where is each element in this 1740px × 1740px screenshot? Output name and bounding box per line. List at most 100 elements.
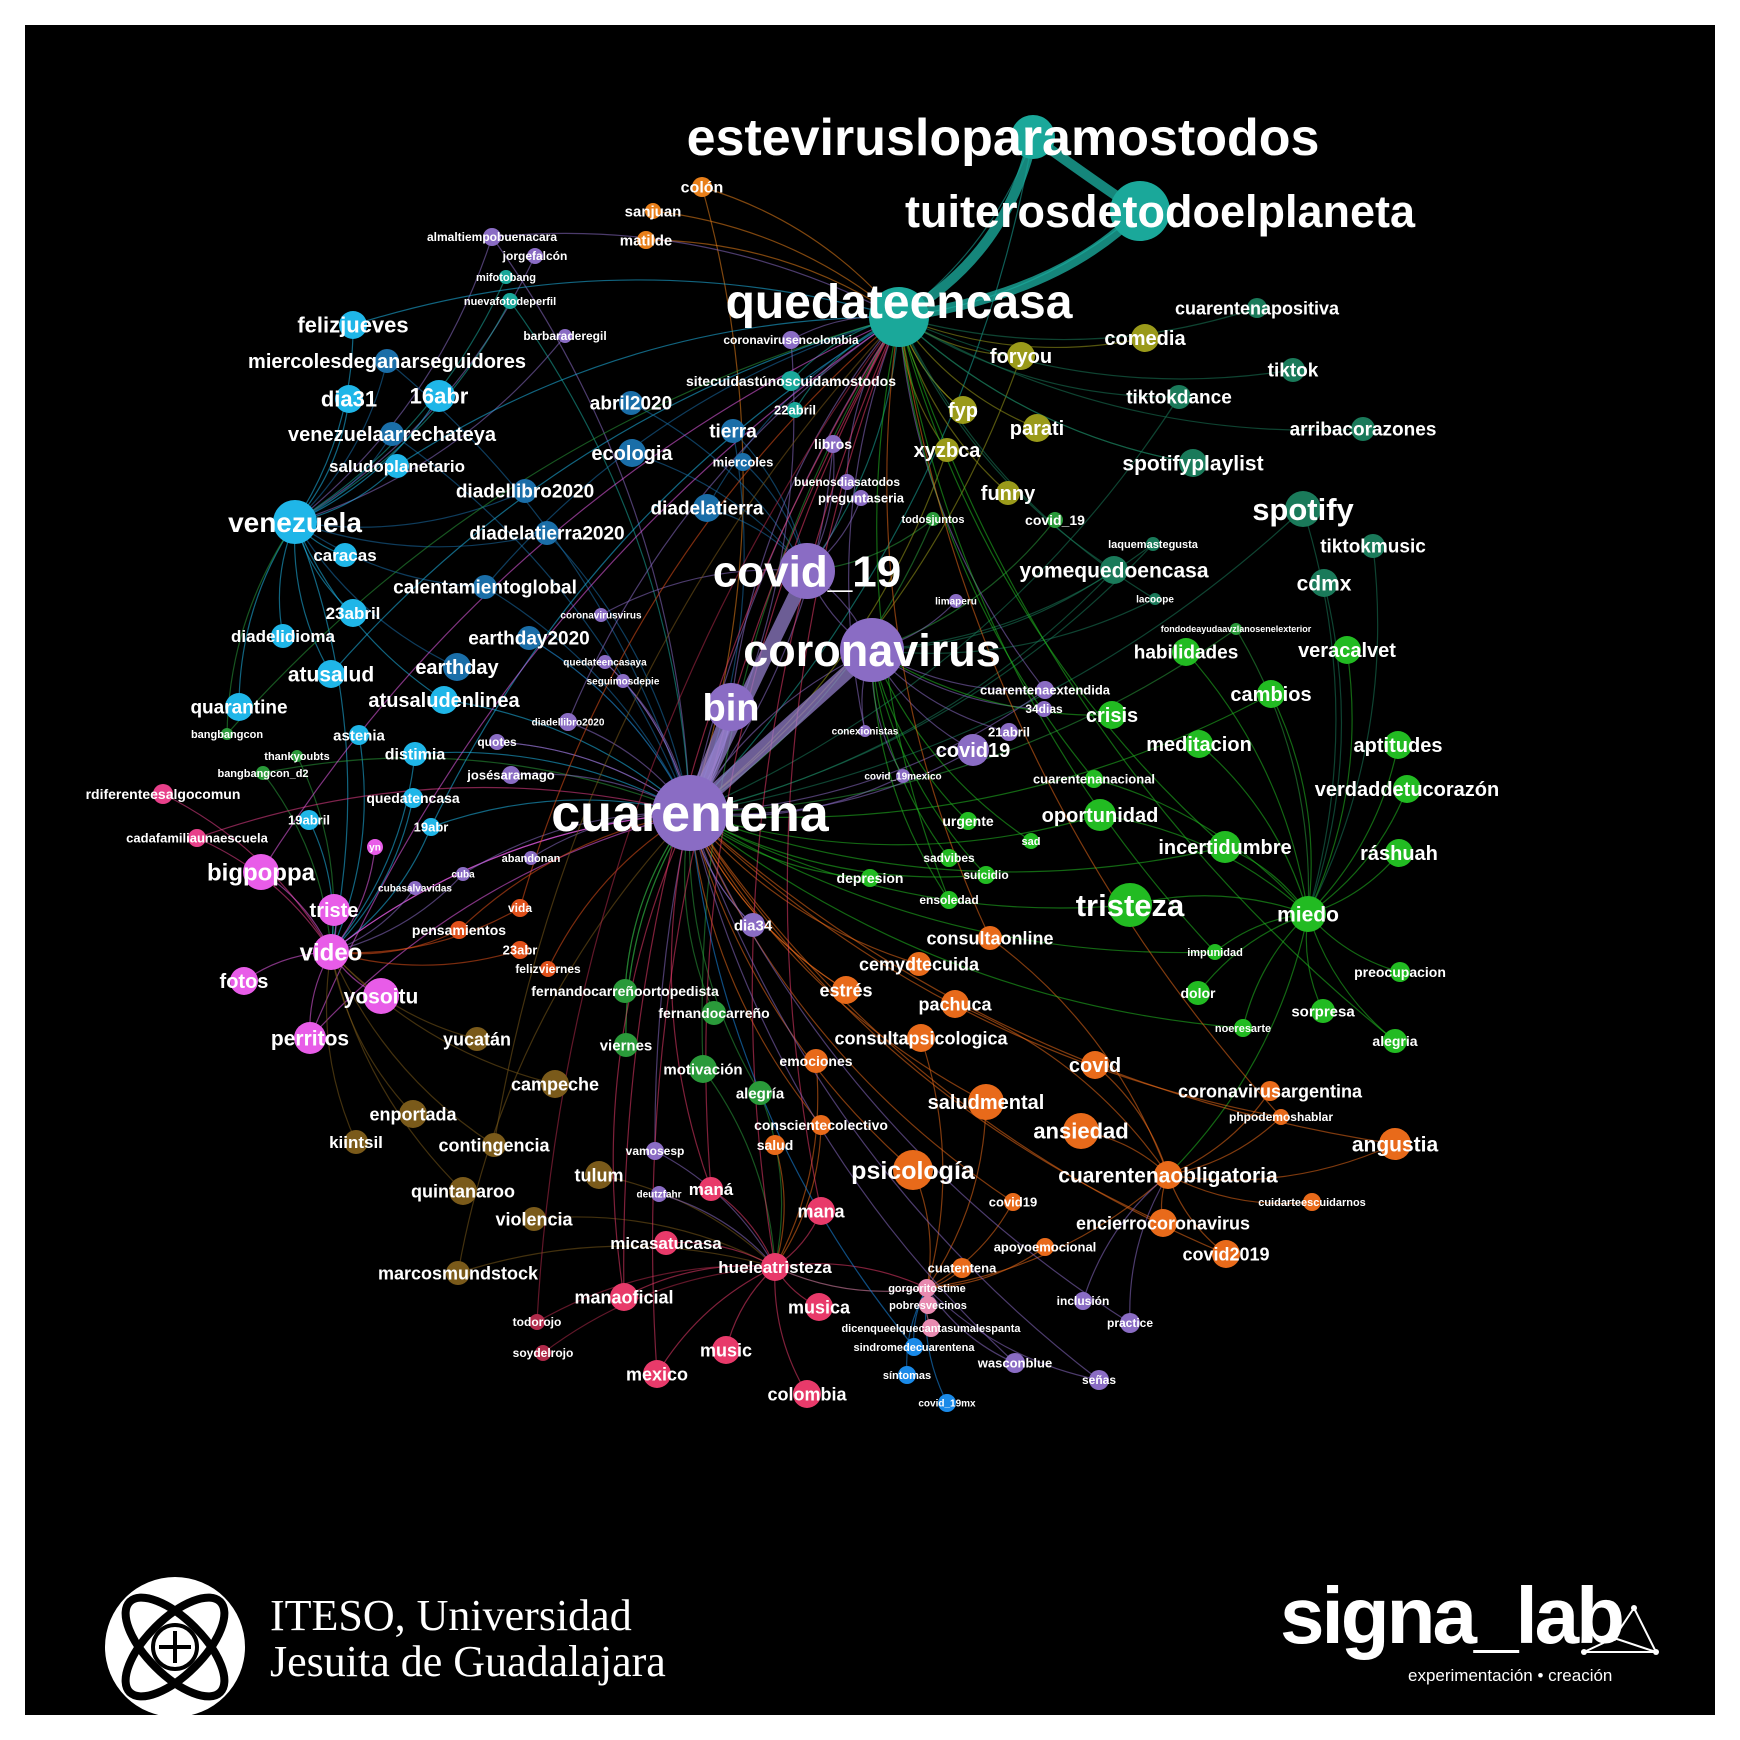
- node-123: [832, 976, 860, 1004]
- node-label: inclusión: [1057, 1294, 1110, 1308]
- node-143: [399, 1100, 427, 1128]
- edge: [330, 951, 495, 1146]
- node-172: [805, 1293, 833, 1321]
- edge: [196, 786, 691, 839]
- node-label: spotify: [1252, 492, 1354, 527]
- edge: [330, 797, 414, 953]
- node-label: cdmx: [1297, 572, 1352, 595]
- node-181: [643, 1360, 671, 1388]
- node-78: [1230, 623, 1242, 635]
- edge: [689, 812, 822, 1126]
- node-label: saludmental: [928, 1092, 1045, 1114]
- edge: [871, 649, 1032, 842]
- edge: [491, 236, 691, 814]
- edge: [774, 1266, 928, 1292]
- node-151: [646, 1142, 664, 1160]
- node-17: [513, 479, 537, 503]
- node-133: [702, 1001, 726, 1025]
- node-label: crisis: [1086, 705, 1138, 727]
- edge: [309, 812, 691, 1039]
- node-28: [225, 693, 253, 721]
- edge: [509, 300, 691, 814]
- node-label: yomequedoencasa: [1019, 559, 1208, 582]
- node-label: angustia: [1352, 1133, 1439, 1156]
- node-label: 19abril: [288, 813, 330, 828]
- node-label: perritos: [271, 1027, 349, 1050]
- node-87: [957, 734, 989, 766]
- node-154: [449, 1177, 477, 1205]
- edge: [630, 402, 808, 572]
- node-label: coronavirus: [743, 625, 1001, 676]
- node-label: sitecuidastúnoscuidamostodos: [686, 373, 896, 389]
- node-label: maná: [689, 1180, 734, 1199]
- node-label: 34dias: [1025, 702, 1063, 716]
- node-label: tierra: [709, 422, 757, 443]
- node-59: [1131, 324, 1159, 352]
- node-label: todorojo: [513, 1315, 562, 1329]
- edge: [876, 316, 950, 901]
- node-label: micasatucasa: [610, 1234, 722, 1253]
- node-109: [230, 967, 258, 995]
- edge: [751, 316, 900, 1268]
- edge: [430, 316, 900, 828]
- node-label: dolor: [1181, 985, 1217, 1001]
- node-160: [522, 1207, 546, 1231]
- node-130: [1311, 999, 1335, 1023]
- node-81: [1036, 681, 1054, 699]
- node-label: motivación: [663, 1061, 742, 1078]
- node-label: parati: [1010, 418, 1064, 440]
- node-label: meditacion: [1146, 734, 1252, 756]
- node-173: [919, 1296, 937, 1314]
- signa-lab-branding: signa_lab experimentación • creación: [1250, 1570, 1690, 1710]
- node-153: [893, 1150, 933, 1190]
- edge: [1185, 651, 1309, 915]
- constellation-icon: [1581, 1605, 1659, 1655]
- node-34: [403, 788, 423, 808]
- edge: [330, 734, 365, 953]
- node-185: [938, 1394, 956, 1412]
- edge: [226, 316, 900, 735]
- edge: [1307, 582, 1343, 915]
- node-label: cuatentena: [928, 1261, 997, 1276]
- node-label: covid19: [936, 740, 1010, 762]
- node-9: [502, 293, 518, 309]
- node-176: [529, 1314, 545, 1330]
- node-55: [616, 674, 630, 688]
- node-183: [1089, 1370, 1109, 1390]
- edge: [1307, 744, 1399, 915]
- node-57: [489, 734, 505, 750]
- edge: [689, 812, 987, 1103]
- edge: [689, 543, 1154, 814]
- node-167: [952, 1258, 972, 1278]
- edge: [1302, 508, 1337, 915]
- edge: [871, 649, 1113, 716]
- edge: [689, 689, 1046, 814]
- edge: [906, 1287, 928, 1376]
- node-label: ensoledad: [919, 893, 978, 907]
- edge: [533, 1216, 776, 1268]
- node-71: [1179, 449, 1207, 477]
- node-1: [1110, 181, 1170, 241]
- node-label: musica: [788, 1297, 851, 1317]
- edge: [294, 236, 493, 523]
- node-150: [1379, 1128, 1411, 1160]
- node-51: [707, 683, 755, 731]
- node-163: [654, 1231, 678, 1255]
- node-182: [898, 1366, 916, 1384]
- node-label: soydelrojo: [513, 1346, 574, 1360]
- node-label: bigpoppa: [207, 859, 316, 886]
- edge: [654, 1150, 776, 1268]
- node-38: [618, 439, 646, 467]
- node-43: [781, 371, 801, 391]
- node-58: [502, 766, 520, 784]
- node-label: verdaddetucorazón: [1315, 779, 1499, 801]
- edge: [689, 749, 974, 815]
- edge: [484, 316, 900, 588]
- node-label: yosoitu: [344, 985, 419, 1008]
- node-label: tristeza: [1076, 888, 1185, 923]
- node-68: [1281, 358, 1305, 382]
- node-label: atusaludenlinea: [368, 690, 520, 712]
- node-label: covid_19mexico: [864, 772, 941, 783]
- node-label: laquemastegusta: [1108, 539, 1199, 551]
- edge: [871, 598, 1156, 654]
